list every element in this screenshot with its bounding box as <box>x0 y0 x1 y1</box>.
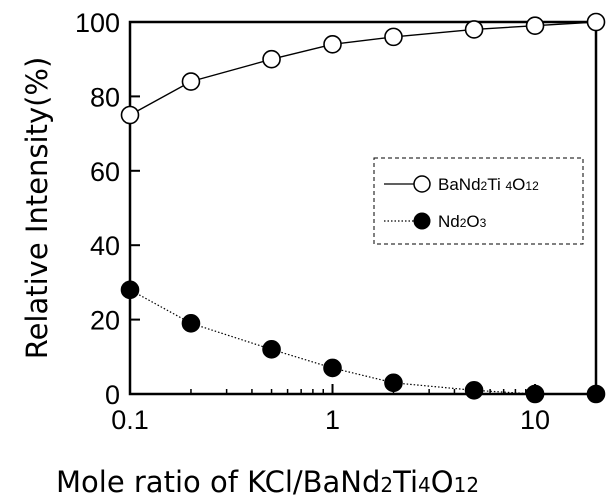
plot-frame <box>128 20 598 396</box>
x-tick-label: 1 <box>325 405 340 435</box>
legend-marker-open-circle <box>413 175 431 193</box>
data-point-filled <box>120 280 140 300</box>
data-point-filled <box>384 373 403 393</box>
y-tick-label: 0 <box>105 380 120 410</box>
x-tick-label: 0.1 <box>111 405 149 435</box>
data-point-open <box>384 27 403 47</box>
legend-box <box>373 157 584 245</box>
data-point-open <box>120 105 140 125</box>
y-axis-title: Relative Intensity(%) <box>20 57 54 360</box>
data-point-open <box>262 49 281 69</box>
data-point-open <box>586 12 606 32</box>
data-point-open <box>525 16 545 36</box>
data-point-open <box>464 20 484 39</box>
legend-item-nd2o3: Nd2O3 <box>384 212 487 231</box>
legend-item-bandtio: BaNd2Ti 4O12 <box>384 175 539 194</box>
x-tick-label: 10 <box>520 405 550 435</box>
data-point-filled <box>181 314 201 333</box>
y-tick-label: 20 <box>90 306 120 336</box>
y-tick-label: 60 <box>90 157 120 187</box>
data-point-filled <box>262 340 281 359</box>
y-tick-label: 100 <box>75 8 120 38</box>
y-tick-label: 40 <box>90 231 120 261</box>
data-point-filled <box>586 384 606 404</box>
y-tick-label: 80 <box>90 82 120 112</box>
data-point-filled <box>323 358 342 378</box>
legend: BaNd2Ti 4O12 Nd2O3 <box>373 157 584 245</box>
data-point-open <box>181 72 201 91</box>
series-line-0 <box>129 21 597 116</box>
legend-label-bandtio: BaNd2Ti 4O12 <box>438 175 539 194</box>
data-point-filled <box>525 384 545 404</box>
data-point-filled <box>464 380 484 400</box>
legend-marker-filled-circle <box>413 212 431 230</box>
series-line-1 <box>129 289 596 395</box>
data-point-open <box>323 35 342 54</box>
plot-area: 0 20 40 60 80 100 0.1 1 10 <box>75 8 606 435</box>
legend-label-nd2o3: Nd2O3 <box>438 212 487 231</box>
x-axis-title: Mole ratio of KCl/BaNd2Ti4O12 <box>56 465 479 499</box>
